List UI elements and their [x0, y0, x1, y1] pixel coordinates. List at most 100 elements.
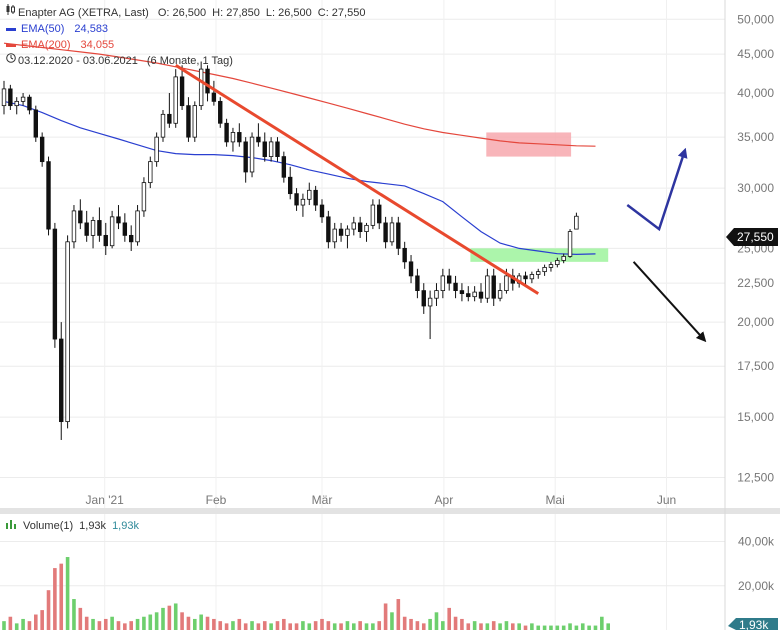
candle [472, 286, 477, 302]
bullish-scenario-arrow [626, 147, 688, 232]
volume-bar [320, 618, 324, 630]
volume-bar [511, 623, 515, 630]
volume-bar [27, 621, 32, 630]
candle [313, 185, 318, 211]
ema200-layer [3, 42, 596, 147]
volume-bar [345, 621, 350, 630]
candle [357, 216, 363, 238]
volume-bar [396, 599, 401, 630]
price-tick-label: 50,000 [737, 12, 774, 26]
candle-body [548, 264, 554, 268]
candle-body [478, 291, 484, 299]
volume-bar [34, 614, 38, 630]
candle-body [14, 100, 19, 107]
volume-bar [377, 621, 382, 630]
candle [173, 69, 178, 128]
candle [440, 268, 446, 299]
candle [141, 177, 147, 217]
volume-bar [103, 618, 108, 630]
volume-bar [148, 614, 153, 630]
candle-body [122, 222, 128, 236]
volume-badge: 1,93k [728, 618, 778, 630]
volume-bar [332, 623, 337, 630]
volume-bar [371, 623, 375, 630]
volume-bar [237, 618, 242, 630]
volume-bar [517, 623, 521, 630]
candle-body [523, 275, 528, 280]
candle-body [90, 220, 96, 236]
close-value: C: 27,550 [317, 6, 366, 19]
candle-body [52, 228, 58, 340]
candle [8, 84, 13, 110]
volume-bar [205, 616, 210, 630]
candle-body [20, 96, 26, 102]
candle [351, 216, 356, 236]
candle-body [230, 132, 236, 143]
candle [345, 225, 350, 249]
zones-layer [470, 132, 609, 262]
last-price-badge: 27,550 [726, 228, 778, 246]
volume-bar [256, 623, 261, 630]
volume-bar [307, 623, 312, 630]
volume-bar [600, 616, 604, 630]
volume-bar [561, 625, 566, 630]
candle-body [8, 88, 13, 107]
volume-bar [352, 623, 356, 630]
candle-body [27, 96, 32, 111]
price-tick-label: 17,500 [737, 359, 774, 373]
volume-value-badge: 1,93k [739, 618, 769, 630]
candle-body [173, 76, 178, 124]
time-tick-label: Jan '21 [86, 493, 125, 507]
candle [561, 253, 566, 264]
volume-bar [472, 621, 477, 630]
candle [548, 261, 554, 272]
open-value: O: 26,500 [157, 6, 207, 19]
volume-bar [580, 623, 585, 630]
candle [567, 229, 573, 258]
candle-body [205, 68, 210, 94]
candle-body [275, 141, 280, 157]
volume-bar [466, 623, 471, 630]
volume-tick-label: 20,00k [738, 579, 775, 593]
candle-body [281, 156, 287, 178]
candle [90, 216, 96, 249]
volume-bar [167, 605, 172, 630]
bearish-scenario-arrow [632, 261, 707, 343]
candle [122, 213, 128, 242]
volume-bar [530, 623, 534, 630]
candle-body [116, 216, 121, 224]
volume-bar [383, 603, 388, 630]
candle [523, 271, 528, 287]
volume-bar [421, 623, 426, 630]
candle-body [574, 215, 579, 230]
candle-body [237, 132, 242, 143]
volume-bar [409, 618, 413, 630]
candle-body [268, 141, 274, 157]
candle-body [389, 222, 395, 243]
candle-body [33, 109, 38, 138]
candle-body [186, 105, 191, 138]
volume-bar [485, 623, 490, 630]
volume-bar [574, 625, 579, 630]
candle-body [396, 222, 401, 249]
candle-body [300, 198, 306, 206]
candle-body [39, 136, 45, 163]
candle [555, 257, 560, 268]
candle-body [218, 100, 223, 124]
candle [408, 255, 414, 284]
ema50-line [3, 100, 596, 256]
candle [135, 205, 140, 246]
candle-body [256, 136, 261, 143]
candle-body [148, 161, 153, 184]
candle [396, 216, 401, 256]
candle [421, 283, 426, 314]
volume-bar [123, 623, 127, 630]
volume-bar [59, 563, 64, 630]
volume-bar [53, 568, 57, 630]
volume-bar [129, 621, 133, 630]
candle-body [446, 275, 452, 284]
date-range: 03.12.2020 - 03.06.2021 [18, 55, 138, 67]
candle [497, 283, 503, 302]
volume-gridlines [0, 541, 725, 587]
ema200-label: EMA(200) [21, 39, 71, 51]
